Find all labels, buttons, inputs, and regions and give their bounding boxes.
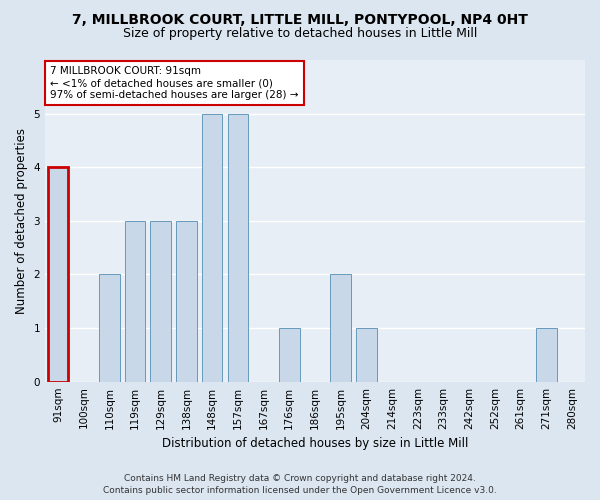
Bar	[47, 167, 68, 382]
Bar	[536, 328, 557, 382]
Bar	[176, 221, 197, 382]
Text: Size of property relative to detached houses in Little Mill: Size of property relative to detached ho…	[123, 28, 477, 40]
Bar	[279, 328, 299, 382]
Bar	[202, 114, 223, 382]
X-axis label: Distribution of detached houses by size in Little Mill: Distribution of detached houses by size …	[162, 437, 468, 450]
Bar	[151, 221, 171, 382]
Bar	[99, 274, 119, 382]
Bar	[227, 114, 248, 382]
Bar	[356, 328, 377, 382]
Bar	[331, 274, 351, 382]
Y-axis label: Number of detached properties: Number of detached properties	[15, 128, 28, 314]
Text: Contains HM Land Registry data © Crown copyright and database right 2024.
Contai: Contains HM Land Registry data © Crown c…	[103, 474, 497, 495]
Text: 7 MILLBROOK COURT: 91sqm
← <1% of detached houses are smaller (0)
97% of semi-de: 7 MILLBROOK COURT: 91sqm ← <1% of detach…	[50, 66, 299, 100]
Bar	[125, 221, 145, 382]
Text: 7, MILLBROOK COURT, LITTLE MILL, PONTYPOOL, NP4 0HT: 7, MILLBROOK COURT, LITTLE MILL, PONTYPO…	[72, 12, 528, 26]
